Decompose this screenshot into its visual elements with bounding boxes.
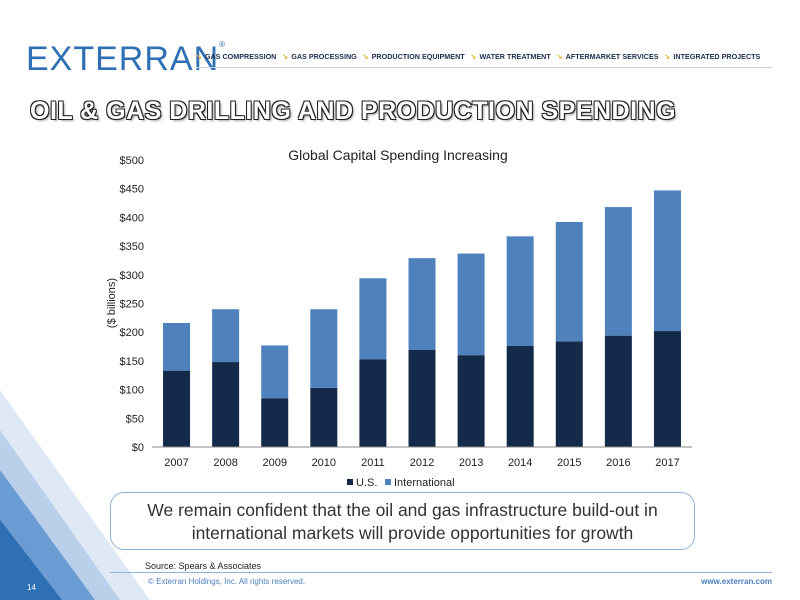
nav-label: WATER TREATMENT bbox=[479, 52, 551, 61]
bar-international-2014 bbox=[506, 236, 534, 346]
x-tick-label: 2009 bbox=[262, 457, 286, 469]
logo-text: EXTERRAN bbox=[26, 40, 220, 78]
y-tick-label: $50 bbox=[126, 413, 144, 425]
bar-international-2007 bbox=[163, 323, 191, 371]
arrow-icon: ➘ bbox=[282, 53, 289, 61]
footer-divider bbox=[110, 572, 772, 573]
deco-stripe-darkest bbox=[0, 520, 62, 600]
x-tick-label: 2016 bbox=[606, 457, 630, 469]
bar-us-2015 bbox=[555, 341, 583, 447]
y-axis-label: ($ billions) bbox=[106, 278, 118, 328]
y-tick-label: $500 bbox=[120, 155, 144, 167]
bars bbox=[163, 190, 681, 447]
bar-international-2011 bbox=[359, 278, 387, 360]
x-axis-ticks: 2007 2008 2009 2010 2011 2012 2013 2014 2015 2016… bbox=[164, 457, 679, 469]
nav-item-gas-compression: ➘ GAS COMPRESSION bbox=[196, 52, 276, 61]
header-nav: ➘ GAS COMPRESSION ➘ GAS PROCESSING ➘ PRODUC… bbox=[196, 52, 760, 61]
arrow-icon: ➘ bbox=[470, 53, 477, 61]
callout-line-2: international markets will provide oppor… bbox=[191, 523, 634, 543]
arrow-icon: ➘ bbox=[556, 53, 563, 61]
x-tick-label: 2011 bbox=[361, 457, 385, 469]
legend-label: U.S. bbox=[356, 477, 377, 489]
logo-registered-mark: ® bbox=[219, 40, 227, 49]
nav-item-aftermarket-services: ➘ AFTERMARKET SERVICES bbox=[557, 52, 659, 61]
nav-item-integrated-projects: ➘ INTEGRATED PROJECTS bbox=[665, 52, 761, 61]
bar-us-2011 bbox=[359, 359, 387, 447]
legend-label: International bbox=[394, 477, 455, 489]
x-tick-label: 2012 bbox=[410, 457, 434, 469]
y-tick-label: $100 bbox=[120, 385, 144, 397]
nav-item-production-equipment: ➘ PRODUCTION EQUIPMENT bbox=[363, 52, 465, 61]
nav-label: PRODUCTION EQUIPMENT bbox=[371, 52, 465, 61]
legend-swatch bbox=[347, 479, 353, 485]
y-tick-label: $300 bbox=[120, 270, 144, 282]
x-tick-label: 2008 bbox=[213, 457, 237, 469]
page-title: OIL & GAS DRILLING AND PRODUCTION SPENDI… bbox=[30, 97, 677, 125]
website-link[interactable]: www.exterran.com bbox=[701, 577, 772, 586]
bar-international-2015 bbox=[555, 221, 583, 342]
bar-us-2008 bbox=[212, 362, 240, 447]
arrow-icon: ➘ bbox=[196, 53, 202, 61]
bar-international-2010 bbox=[310, 309, 338, 388]
y-tick-label: $350 bbox=[120, 241, 144, 253]
bar-international-2008 bbox=[212, 309, 240, 363]
page-number: 14 bbox=[27, 583, 36, 592]
source-note: Source: Spears & Associates bbox=[145, 561, 262, 571]
y-tick-label: $0 bbox=[132, 442, 144, 454]
y-axis-ticks: $0 $50 $100 $150 $200 $250 $300 $350 $400 $450 $50… bbox=[120, 155, 144, 454]
nav-label: INTEGRATED PROJECTS bbox=[673, 52, 761, 61]
bar-international-2016 bbox=[604, 207, 632, 336]
y-tick-label: $450 bbox=[120, 184, 144, 196]
bar-us-2012 bbox=[408, 349, 436, 447]
bar-us-2016 bbox=[604, 335, 632, 447]
bar-us-2017 bbox=[653, 331, 681, 447]
arrow-icon: ➘ bbox=[362, 53, 369, 61]
bar-us-2013 bbox=[457, 355, 485, 447]
x-tick-label: 2014 bbox=[508, 457, 532, 469]
bar-us-2010 bbox=[310, 387, 338, 447]
arrow-icon: ➘ bbox=[664, 53, 671, 61]
chart-legend: U.S. International bbox=[347, 477, 455, 489]
copyright-text: © Exterran Holdings, Inc. All rights res… bbox=[148, 577, 306, 586]
chart-title: Global Capital Spending Increasing bbox=[288, 147, 507, 163]
nav-label: AFTERMARKET SERVICES bbox=[565, 52, 659, 61]
nav-item-gas-processing: ➘ GAS PROCESSING bbox=[282, 52, 356, 61]
y-tick-label: $150 bbox=[120, 356, 144, 368]
bar-us-2009 bbox=[261, 398, 289, 447]
x-tick-label: 2017 bbox=[655, 457, 679, 469]
exterran-logo: EXTERRAN® bbox=[26, 40, 226, 79]
x-tick-label: 2007 bbox=[164, 457, 188, 469]
nav-label: GAS COMPRESSION bbox=[204, 52, 277, 61]
bar-international-2017 bbox=[653, 190, 681, 332]
bar-us-2014 bbox=[506, 345, 534, 447]
x-tick-label: 2013 bbox=[459, 457, 483, 469]
nav-item-water-treatment: ➘ WATER TREATMENT bbox=[471, 52, 551, 61]
header-divider bbox=[196, 67, 772, 68]
y-tick-label: $250 bbox=[120, 299, 144, 311]
bar-us-2007 bbox=[163, 370, 191, 447]
x-tick-label: 2015 bbox=[557, 457, 581, 469]
nav-label: GAS PROCESSING bbox=[291, 52, 357, 61]
callout-box: We remain confident that the oil and gas… bbox=[110, 492, 695, 550]
bar-international-2013 bbox=[457, 253, 485, 356]
bar-international-2012 bbox=[408, 258, 436, 350]
y-tick-label: $200 bbox=[120, 327, 144, 339]
y-tick-label: $400 bbox=[120, 212, 144, 224]
legend-swatch bbox=[385, 479, 391, 485]
callout-line-1: We remain confident that the oil and gas… bbox=[147, 500, 658, 520]
bar-international-2009 bbox=[261, 345, 289, 399]
x-tick-label: 2010 bbox=[312, 457, 336, 469]
